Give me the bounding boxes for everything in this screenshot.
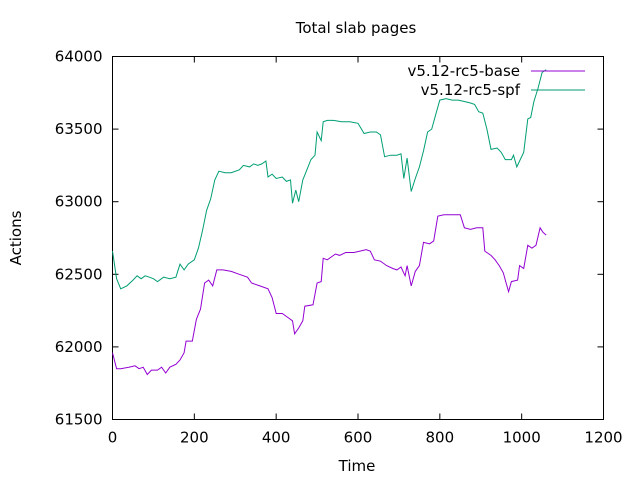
plot-frame [112, 56, 604, 420]
y-tick-label: 62000 [55, 338, 103, 356]
x-tick-label: 400 [262, 429, 291, 447]
x-tick-label: 0 [108, 429, 118, 447]
axis-ticks: 0 200 400 600 800 1000 1200 61500 62000 62500 6300… [55, 48, 623, 447]
x-axis-label: Time [338, 457, 376, 475]
x-tick-label: 1200 [584, 429, 622, 447]
legend-label-2: v5.12-rc5-spf [421, 81, 521, 99]
y-axis-label: Actions [7, 210, 25, 265]
chart-title: Total slab pages [295, 19, 417, 37]
x-tick-label: 600 [344, 429, 373, 447]
x-tick-label: 800 [426, 429, 455, 447]
series-line-1 [112, 214, 547, 376]
series-line-2 [112, 69, 547, 290]
y-tick-label: 63000 [55, 193, 103, 211]
legend-label-1: v5.12-rc5-base [408, 62, 521, 80]
y-tick-label: 61500 [55, 411, 103, 429]
y-tick-label: 62500 [55, 265, 103, 283]
x-tick-label: 200 [180, 429, 209, 447]
y-tick-label: 63500 [55, 120, 103, 138]
series-layer [112, 69, 547, 376]
y-tick-label: 64000 [55, 48, 103, 66]
x-tick-label: 1000 [503, 429, 541, 447]
